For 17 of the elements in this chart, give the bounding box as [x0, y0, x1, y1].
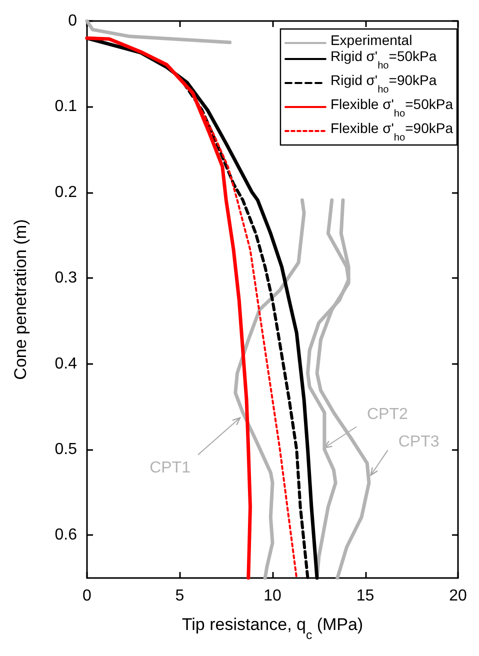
x-tick-label: 0 [82, 588, 92, 604]
x-tick-label: 20 [449, 588, 467, 604]
y-tick-label: 0.6 [54, 526, 78, 544]
annotation: CPT3 [398, 434, 440, 451]
x-tick-label: 15 [356, 588, 374, 604]
x-tick-label: 5 [175, 588, 184, 604]
annotation: CPT1 [150, 459, 191, 476]
y-tick-label: 0.3 [54, 270, 78, 287]
y-tick-label: 0.4 [54, 355, 78, 372]
y-tick-label: 0.1 [54, 98, 78, 116]
y-tick-label: 0 [68, 12, 78, 30]
y-axis-title: Cone penetration (m) [11, 219, 30, 380]
annotation: CPT2 [366, 406, 408, 424]
y-tick-label: 0.5 [54, 440, 78, 458]
y-tick-label: 0.2 [54, 184, 78, 201]
legend-label: Experimental [330, 32, 412, 48]
x-tick-label: 10 [264, 588, 282, 604]
